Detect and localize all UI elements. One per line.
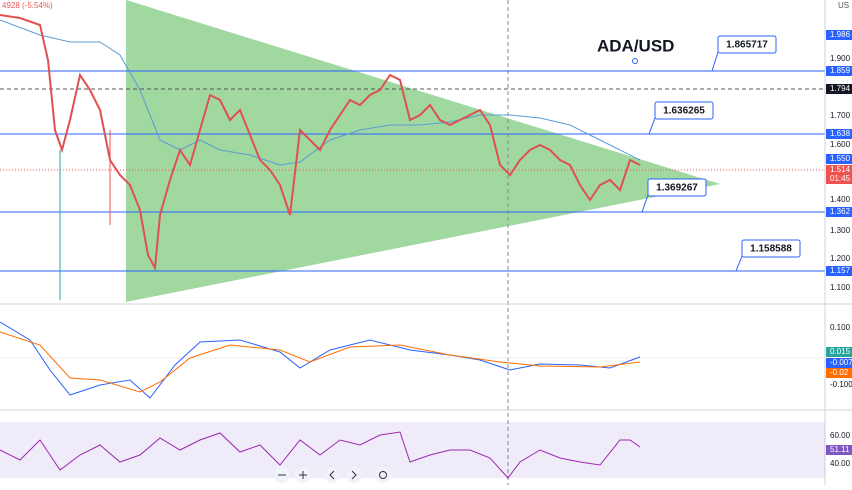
annotation-box: [717, 35, 777, 54]
annotation-leader: [648, 117, 656, 135]
axis-label-box: [826, 445, 852, 455]
rsi-line: [0, 431, 641, 479]
annotation-label: 1.369267: [656, 183, 698, 194]
annotation-label: 1.636265: [663, 106, 705, 117]
axis-label: 1.300: [830, 226, 851, 235]
axis-label: 1.550: [830, 154, 851, 163]
axis-label-box: [826, 347, 852, 357]
header-change: 4928 (-5.54%): [2, 1, 53, 10]
price-path: [0, 14, 641, 272]
axis-label: -0.02: [830, 368, 849, 377]
axis-label: 0.015: [830, 347, 851, 356]
axis-label-box: [826, 84, 852, 94]
chart-title: ADA/USD: [597, 36, 674, 55]
axis-label: 1.794: [830, 84, 851, 93]
axis-label-box: [826, 129, 852, 139]
axis-label: 1.157: [830, 266, 851, 275]
axis-label-box: [826, 165, 852, 175]
axis-label: 1.700: [830, 111, 851, 120]
axis-label: 1.986: [830, 30, 851, 39]
axis-label: 0.100: [830, 323, 851, 332]
signal-line: [0, 331, 641, 393]
axis-label-box: [826, 174, 852, 184]
annotation-leader: [735, 255, 743, 272]
scroll-right[interactable]: [346, 467, 362, 483]
axis-label: 60.00: [830, 431, 851, 440]
annotation-leader: [711, 51, 719, 72]
annotation-box: [654, 101, 714, 120]
reset[interactable]: [375, 467, 391, 483]
triangle-pattern: [126, 0, 720, 302]
axis-label: -0.007: [830, 358, 852, 367]
annotation-leader: [641, 194, 649, 213]
axis-label: 40.00: [830, 459, 851, 468]
annotation-box: [647, 178, 707, 197]
axis-label: 1.514: [830, 165, 851, 174]
axis-label: 1.600: [830, 140, 851, 149]
macd-line: [0, 321, 641, 399]
annotation-box: [741, 239, 801, 258]
axis-label-box: [826, 154, 852, 164]
axis-label: -0.100: [830, 380, 852, 389]
axis-label: 1.900: [830, 54, 851, 63]
nav-buttons[interactable]: [274, 467, 391, 483]
scroll-left[interactable]: [324, 467, 340, 483]
axis-label: 1.200: [830, 254, 851, 263]
currency: US: [838, 1, 849, 10]
axis-label: 51.11: [830, 445, 850, 454]
axis-label-box: [826, 207, 852, 217]
axis-label-box: [826, 266, 852, 276]
rsi-band: [0, 422, 825, 478]
axis-label: 01:45: [830, 174, 851, 183]
axis-label: 1.400: [830, 195, 851, 204]
axis-label-box: [826, 66, 852, 76]
axis-label-box: [826, 368, 852, 378]
moving-average: [0, 19, 641, 166]
axis-label: 1.100: [830, 283, 851, 292]
annotation-label: 1.158588: [750, 244, 792, 255]
annotation-label: 1.865717: [726, 40, 768, 51]
axis-label: 1.859: [830, 66, 851, 75]
axis-label: 1.362: [830, 207, 851, 216]
axis-label-box: [826, 30, 852, 40]
axis-label-box: [826, 358, 852, 368]
anchor: [632, 58, 638, 64]
axis-label: 1.638: [830, 129, 851, 138]
